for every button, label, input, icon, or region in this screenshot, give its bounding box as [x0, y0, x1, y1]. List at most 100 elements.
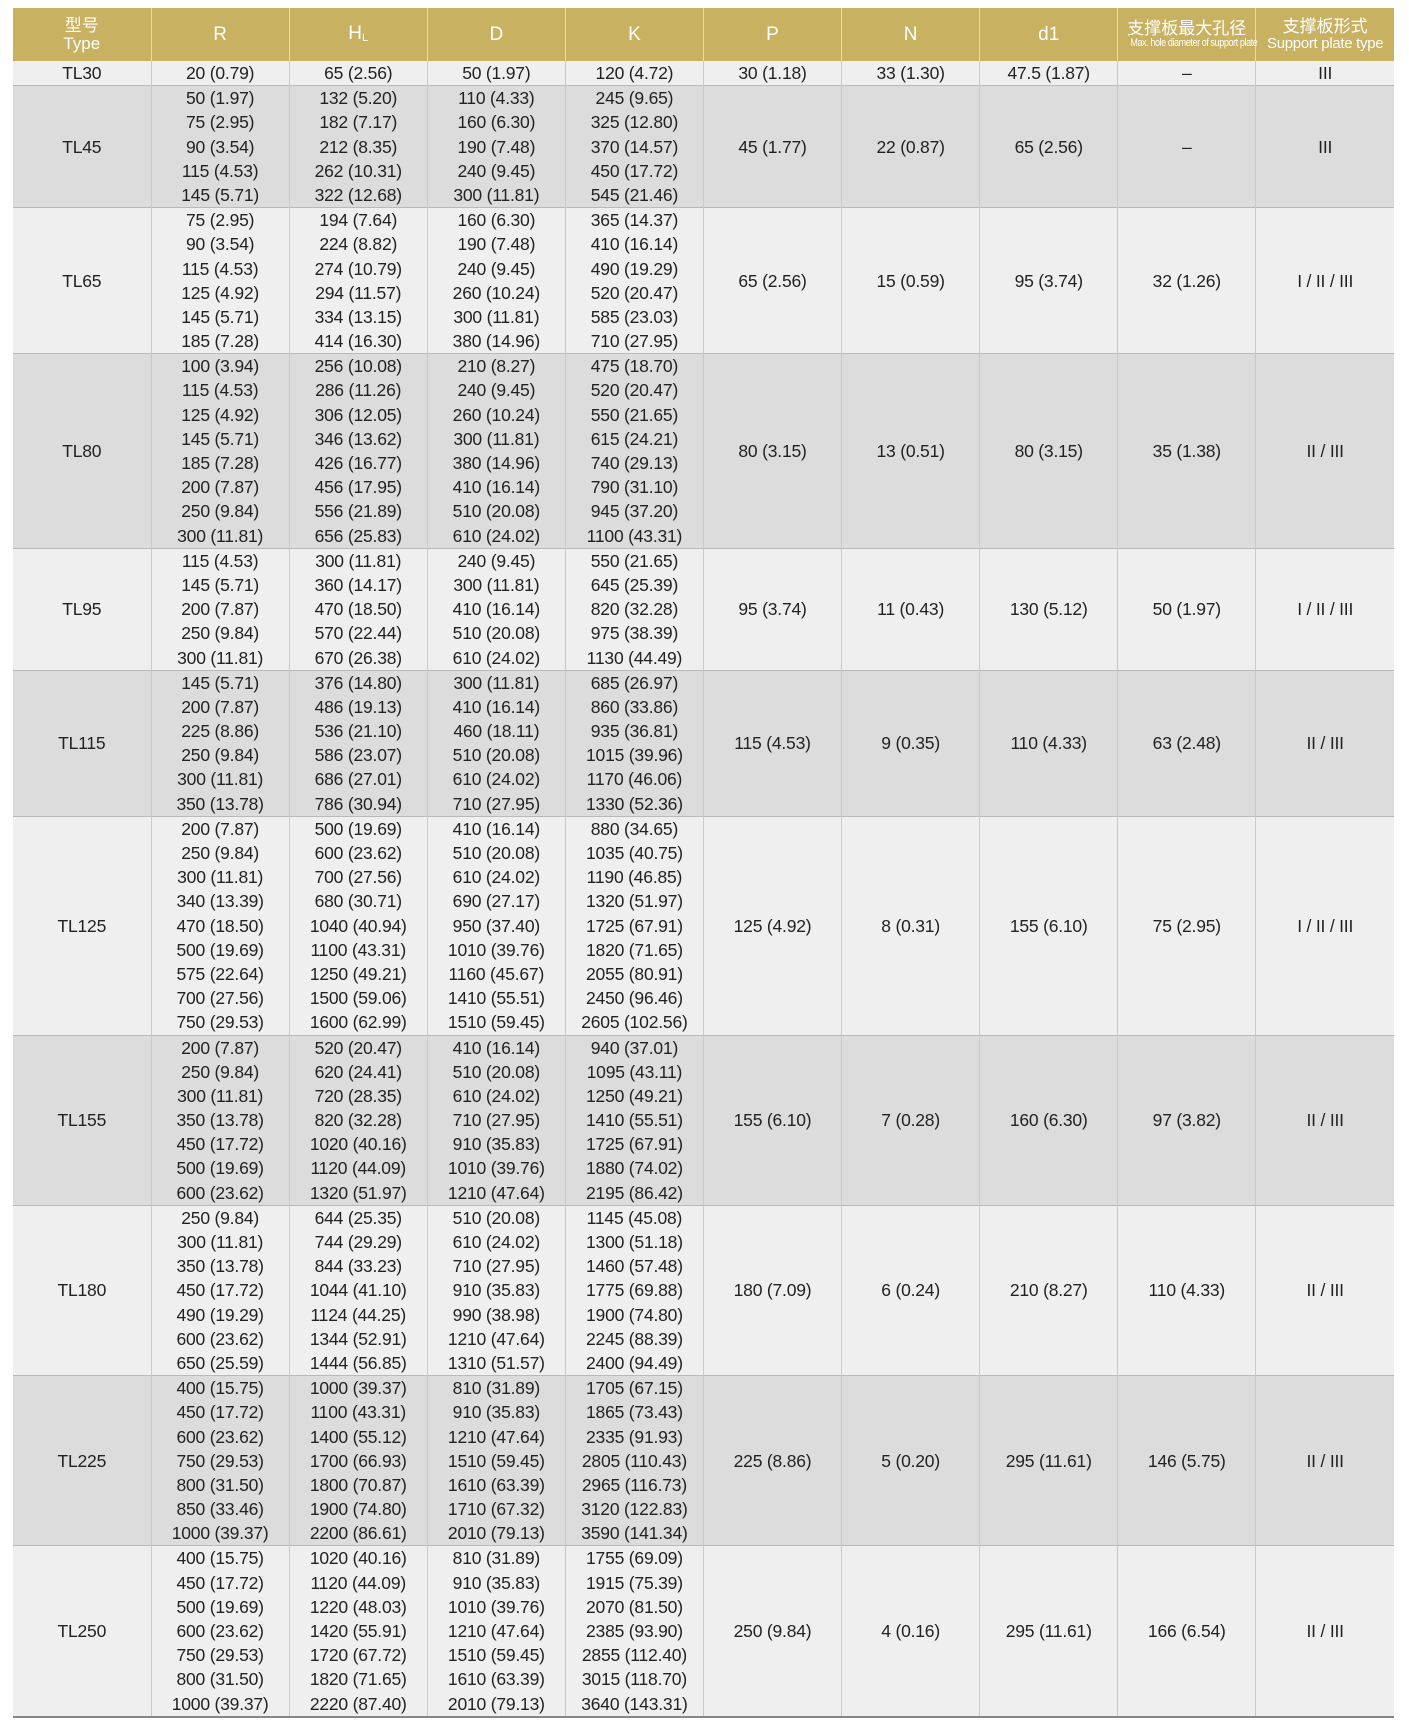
cell-value: 365 (14.37): [590, 210, 679, 231]
cell-value: 50 (1.97): [186, 88, 255, 109]
cell-type: TL30: [13, 61, 152, 86]
cell-maxhole: 50 (1.97): [1117, 548, 1256, 671]
cell-platetype: II / III: [1255, 1375, 1394, 1546]
cell-value: 50 (1.97): [462, 63, 531, 83]
cell-value: 300 (11.81): [453, 428, 540, 449]
cell-value: 935 (36.81): [590, 721, 679, 742]
cell-hl: 194 (7.64) 224 (8.82) 274 (10.79) 294 (11.5…: [288, 207, 428, 354]
cell-value: 710 (27.95): [452, 1110, 541, 1131]
cell-value: 586 (23.07): [314, 745, 403, 766]
cell-d: 210 (8.27) 240 (9.45) 260 (10.24) 300 (11.8…: [426, 353, 566, 549]
cell-k: 1705 (67.15) 1865 (73.43) 2335 (91.93) 2805…: [564, 1375, 704, 1546]
cell-value: 1705 (67.15): [586, 1378, 683, 1399]
cell-k: 475 (18.70) 520 (20.47) 550 (21.65) 615 (24…: [564, 353, 704, 549]
cell-maxhole: 63 (2.48): [1117, 670, 1256, 817]
cell-value: 125 (4.92): [181, 404, 260, 425]
cell-value: 510 (20.08): [452, 745, 541, 766]
cell-value: 475 (18.70): [590, 356, 679, 377]
cell-d1: 80 (3.15): [979, 353, 1118, 549]
cell-type: TL250: [13, 1545, 152, 1717]
cell-value: 325 (12.80): [590, 112, 679, 133]
cell-platetype: II / III: [1255, 670, 1394, 817]
cell-d: 240 (9.45) 300 (11.81) 410 (16.14) 510 (20.…: [426, 548, 566, 671]
cell-value: 2055 (80.91): [586, 963, 683, 984]
cell-maxhole: –: [1117, 85, 1256, 208]
cell-type: TL125: [13, 816, 152, 1036]
cell-value: 2855 (112.40): [581, 1645, 687, 1666]
cell-value: 610 (24.02): [452, 769, 541, 790]
cell-value: 975 (38.39): [590, 623, 679, 644]
cell-value: 300 (11.81): [453, 184, 540, 205]
cell-value: 145 (5.71): [181, 184, 260, 205]
cell-value: 426 (16.77): [314, 453, 403, 474]
cell-value: 500 (19.69): [176, 1596, 264, 1617]
cell-value: 300 (11.81): [177, 867, 264, 888]
cell-value: 300 (11.81): [177, 769, 264, 790]
cell-n: 4 (0.16): [841, 1545, 980, 1717]
cell-d: 810 (31.89) 910 (35.83) 1210 (47.64) 1510 (…: [426, 1375, 566, 1546]
cell-value: 450 (17.72): [176, 1134, 264, 1155]
cell-value: 145 (5.71): [181, 428, 260, 449]
cell-n: 7 (0.28): [841, 1035, 980, 1206]
cell-r: 50 (1.97) 75 (2.95) 90 (3.54) 115 (4.53) 145…: [150, 85, 290, 208]
cell-value: 520 (20.47): [590, 380, 679, 401]
cell-d1: 295 (11.61): [979, 1545, 1118, 1717]
cell-n: 22 (0.87): [841, 85, 980, 208]
cell-d1: 47.5 (1.87): [979, 61, 1118, 86]
cell-value: 262 (10.31): [314, 160, 403, 181]
cell-value: 1720 (67.72): [309, 1645, 407, 1666]
cell-maxhole: 166 (6.54): [1117, 1545, 1256, 1717]
cell-r: 200 (7.87) 250 (9.84) 300 (11.81) 350 (13.7…: [150, 1035, 290, 1206]
cell-value: 1130 (44.49): [586, 647, 683, 668]
cell-value: 250 (9.84): [181, 623, 260, 644]
cell-value: 194 (7.64): [319, 210, 398, 231]
cell-value: 800 (31.50): [176, 1474, 264, 1495]
cell-value: 1725 (67.91): [586, 1134, 683, 1155]
cell-value: 650 (25.59): [176, 1352, 264, 1373]
cell-value: 346 (13.62): [314, 428, 403, 449]
cell-value: 115 (4.53): [181, 160, 259, 181]
cell-value: 1210 (47.64): [447, 1426, 545, 1447]
cell-value: 370 (14.57): [590, 136, 679, 157]
cell-d1: 295 (11.61): [979, 1375, 1118, 1546]
cell-hl: 300 (11.81) 360 (14.17) 470 (18.50) 570 (22…: [288, 548, 428, 671]
cell-value: 1725 (67.91): [586, 915, 683, 936]
cell-platetype: II / III: [1255, 353, 1394, 549]
cell-value: 1310 (51.57): [447, 1352, 545, 1373]
cell-value: 800 (31.50): [176, 1669, 264, 1690]
cell-value: 145 (5.71): [181, 672, 260, 693]
table-row: TL95 115 (4.53) 145 (5.71) 200 (7.87) 250 (9…: [13, 548, 1394, 671]
cell-value: 380 (14.96): [452, 331, 541, 352]
cell-n: 5 (0.20): [841, 1375, 980, 1546]
table-row: TL225 400 (15.75) 450 (17.72) 600 (23.62) 75…: [13, 1375, 1394, 1546]
cell-value: 450 (17.72): [176, 1280, 264, 1301]
header-d: D: [426, 8, 566, 61]
cell-value: 334 (13.15): [314, 306, 403, 327]
cell-d1: 110 (4.33): [979, 670, 1118, 817]
cell-value: 750 (29.53): [176, 1450, 264, 1471]
cell-d: 50 (1.97): [426, 61, 566, 86]
cell-value: 300 (11.81): [177, 525, 264, 546]
cell-value: 600 (23.62): [314, 843, 403, 864]
cell-k: 940 (37.01) 1095 (43.11) 1250 (49.21) 1410 …: [564, 1035, 704, 1206]
cell-value: 910 (35.83): [452, 1134, 541, 1155]
cell-p: 45 (1.77): [702, 85, 842, 208]
cell-value: 550 (21.65): [590, 404, 679, 425]
cell-value: 240 (9.45): [457, 258, 536, 279]
cell-value: 75 (2.95): [186, 210, 255, 231]
cell-value: 185 (7.28): [181, 453, 260, 474]
cell-value: 1145 (45.08): [586, 1207, 683, 1228]
cell-d: 300 (11.81) 410 (16.14) 460 (18.11) 510 (20…: [426, 670, 566, 817]
cell-value: 786 (30.94): [314, 793, 403, 814]
cell-value: 2335 (91.93): [586, 1426, 683, 1447]
cell-value: 240 (9.45): [457, 550, 536, 571]
table-row: TL115 145 (5.71) 200 (7.87) 225 (8.86) 250 (…: [13, 670, 1394, 817]
cell-k: 245 (9.65) 325 (12.80) 370 (14.57) 450 (17.…: [564, 85, 704, 208]
cell-value: 256 (10.08): [314, 356, 403, 377]
cell-value: 1120 (44.09): [310, 1572, 406, 1593]
header-k: K: [564, 8, 704, 61]
cell-value: 686 (27.01): [314, 769, 403, 790]
cell-value: 300 (11.81): [453, 672, 540, 693]
cell-k: 550 (21.65) 645 (25.39) 820 (32.28) 975 (38…: [564, 548, 704, 671]
table-row: TL80 100 (3.94) 115 (4.53) 125 (4.92) 145 (5…: [13, 353, 1394, 549]
